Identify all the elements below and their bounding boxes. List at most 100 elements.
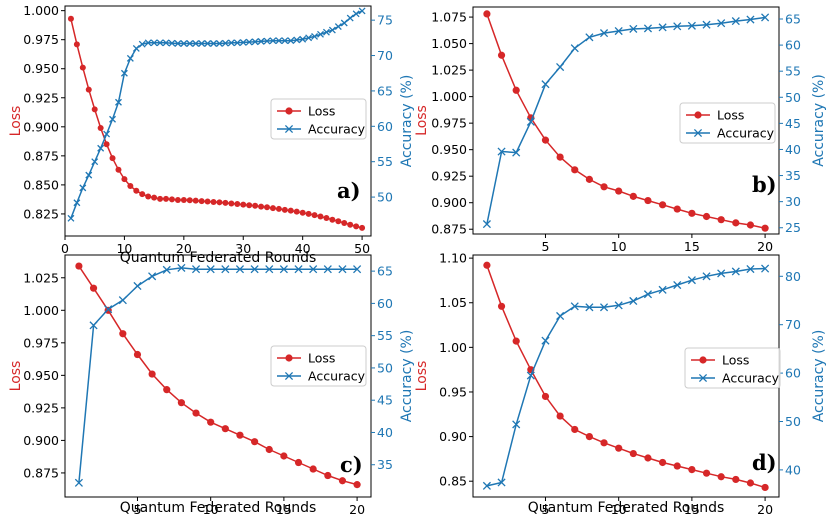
loss-point — [133, 187, 140, 194]
legend: Loss Accuracy — [684, 347, 781, 389]
accuracy-point — [85, 171, 93, 179]
accuracy-point — [138, 40, 146, 48]
accuracy-point — [263, 37, 271, 45]
accuracy-point — [104, 305, 113, 314]
accuracy-point — [497, 147, 506, 156]
accuracy-point — [148, 272, 157, 281]
y-tick-label: 0.925 — [23, 90, 59, 105]
accuracy-point — [323, 265, 332, 274]
loss-point — [746, 221, 755, 229]
loss-point — [75, 262, 83, 270]
loss-point — [629, 449, 637, 458]
y-tick-label: 0.825 — [23, 206, 59, 221]
accuracy-point — [746, 264, 755, 274]
accuracy-point — [687, 21, 696, 30]
accuracy-point — [541, 336, 550, 345]
accuracy-point — [761, 264, 770, 273]
accuracy-point — [191, 265, 201, 274]
accuracy-point — [294, 265, 303, 274]
y2-axis-label: Accuracy (%) — [399, 330, 415, 423]
loss-point — [571, 425, 579, 434]
accuracy-point — [177, 263, 186, 272]
loss-point — [287, 207, 294, 214]
x-axis-label: Quantum Federated Rounds — [528, 500, 725, 516]
loss-point — [293, 208, 300, 215]
accuracy-point — [133, 281, 142, 291]
accuracy-point — [322, 28, 330, 36]
accuracy-point — [109, 115, 116, 123]
loss-point — [571, 166, 579, 174]
loss-point — [761, 483, 769, 492]
accuracy-point — [643, 24, 653, 33]
loss-point — [240, 201, 247, 208]
loss-point — [252, 202, 259, 209]
accuracy-point — [599, 29, 609, 38]
y2-tick-label: 50 — [785, 414, 801, 429]
accuracy-point — [103, 130, 111, 138]
y-tick-label: 0.875 — [23, 148, 59, 163]
loss-point — [216, 199, 223, 206]
accuracy-point — [556, 311, 565, 321]
y-tick-label: 0.875 — [431, 222, 467, 237]
loss-point — [168, 196, 175, 203]
accuracy-point — [186, 40, 194, 47]
accuracy-point — [174, 40, 182, 47]
accuracy-point — [353, 265, 362, 274]
accuracy-point — [305, 34, 313, 42]
accuracy-point — [204, 40, 212, 47]
accuracy-point — [192, 40, 200, 47]
legend-marker — [285, 354, 293, 362]
loss-point — [119, 330, 127, 338]
accuracy-point — [629, 296, 638, 306]
loss-point — [512, 86, 520, 94]
loss-point — [309, 465, 317, 473]
y-tick-label: 0.975 — [23, 335, 59, 350]
accuracy-point — [317, 30, 324, 38]
y2-tick-label: 30 — [785, 194, 801, 209]
legend-marker — [284, 371, 294, 381]
y-tick-label: 0.950 — [23, 368, 59, 383]
loss-point — [761, 224, 769, 232]
loss-point — [221, 425, 229, 433]
loss-point — [246, 202, 253, 209]
accuracy-point — [269, 37, 277, 45]
loss-point — [280, 452, 288, 460]
y2-tick-label: 35 — [785, 168, 801, 183]
loss-point — [139, 191, 146, 198]
loss-point — [483, 10, 491, 18]
accuracy-point — [216, 40, 223, 47]
accuracy-point — [73, 199, 81, 207]
accuracy-point — [265, 265, 274, 274]
loss-point — [79, 64, 86, 71]
accuracy-point — [614, 26, 623, 36]
x-tick-label: 20 — [176, 241, 192, 256]
accuracy-point — [311, 32, 319, 40]
y2-tick-label: 60 — [377, 296, 393, 311]
y2-axis-label: Accuracy (%) — [811, 74, 827, 167]
loss-point — [91, 106, 98, 113]
y2-tick-label: 45 — [785, 116, 801, 131]
loss-point — [133, 350, 142, 359]
accuracy-point — [251, 38, 259, 46]
accuracy-point — [482, 220, 491, 229]
accuracy-point — [717, 269, 726, 278]
loss-point — [702, 469, 711, 477]
loss-point — [353, 223, 360, 230]
y-tick-label: 1.00 — [439, 340, 467, 355]
accuracy-point — [257, 37, 265, 45]
loss-point — [67, 15, 74, 22]
y2-tick-label: 65 — [377, 264, 393, 279]
y2-tick-label: 55 — [377, 328, 393, 343]
loss-point — [341, 219, 348, 226]
accuracy-point — [74, 478, 83, 487]
y-tick-label: 0.850 — [23, 177, 59, 192]
y2-tick-label: 60 — [785, 366, 801, 381]
y-tick-label: 1.05 — [439, 295, 467, 310]
x-axis-label: Quantum Federated Rounds — [120, 500, 317, 516]
loss-point — [329, 216, 336, 223]
x-tick-label: 40 — [295, 241, 311, 256]
accuracy-point — [206, 265, 215, 274]
loss-point — [702, 212, 711, 221]
y-tick-label: 0.95 — [439, 384, 467, 399]
accuracy-point — [599, 303, 609, 312]
